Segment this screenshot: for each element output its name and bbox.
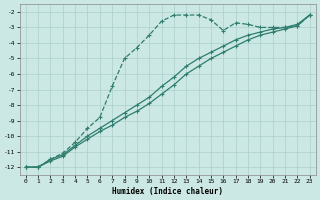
X-axis label: Humidex (Indice chaleur): Humidex (Indice chaleur) (112, 187, 223, 196)
